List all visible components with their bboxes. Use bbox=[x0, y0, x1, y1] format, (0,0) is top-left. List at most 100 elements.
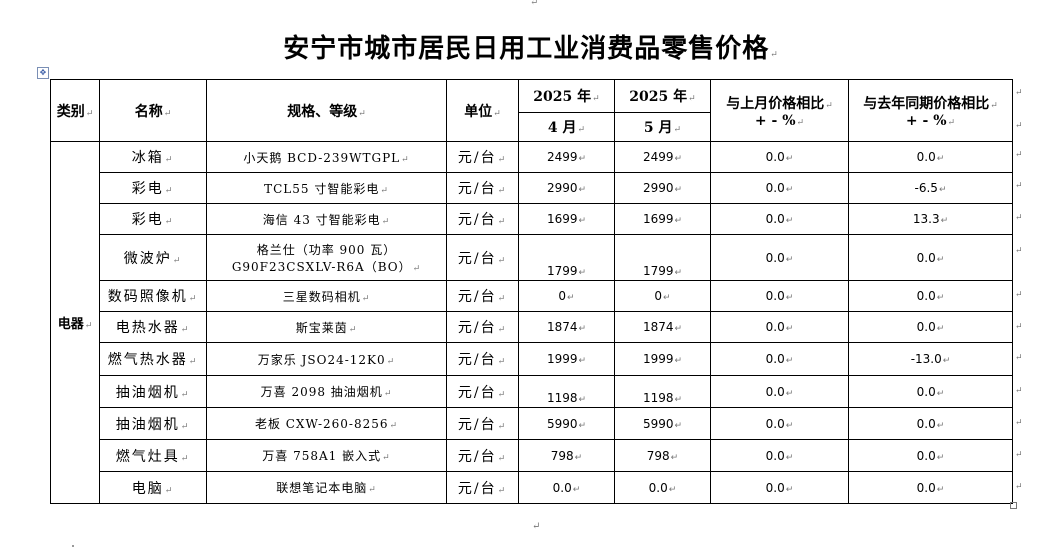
change-yoy: 0.0↵ bbox=[848, 407, 1013, 440]
unit-cell: 元/台↵ bbox=[446, 203, 519, 235]
change-mom: 0.0↵ bbox=[710, 439, 849, 472]
table-row: 电热水器↵ 斯宝莱茵↵ 元/台↵ 1874↵ 1874↵ 0.0↵ 0.0↵ bbox=[51, 311, 1013, 343]
product-name: 冰箱↵ bbox=[99, 141, 207, 173]
price-may: 5990↵ bbox=[614, 407, 711, 440]
product-spec: 小天鹅 BCD-239WTGPL↵ bbox=[206, 141, 447, 173]
row-end-mark: ↵ bbox=[1015, 121, 1023, 131]
header-month-2: 5 月↵ bbox=[614, 112, 711, 142]
table-row: 彩电↵ 海信 43 寸智能彩电↵ 元/台↵ 1699↵ 1699↵ 0.0↵ 13.3↵ bbox=[51, 203, 1013, 235]
cursor-dot bbox=[72, 545, 74, 547]
table-resize-handle[interactable] bbox=[1010, 502, 1017, 509]
price-april: 2990↵ bbox=[518, 172, 615, 204]
change-mom: 0.0↵ bbox=[710, 407, 849, 440]
change-mom: 0.0↵ bbox=[710, 375, 849, 408]
product-name: 抽油烟机↵ bbox=[99, 407, 207, 440]
change-yoy: 0.0↵ bbox=[848, 234, 1013, 281]
paragraph-mark: ↵ bbox=[532, 521, 541, 532]
header-category: 类别↵ bbox=[50, 79, 100, 142]
price-may: 1699↵ bbox=[614, 203, 711, 235]
table-row: 燃气灶具↵ 万喜 758A1 嵌入式↵ 元/台↵ 798↵ 798↵ 0.0↵ 0.0↵ bbox=[51, 439, 1013, 472]
row-end-mark: ↵ bbox=[1015, 418, 1023, 428]
change-yoy: 0.0↵ bbox=[848, 471, 1013, 504]
header-spec: 规格、等级↵ bbox=[206, 79, 447, 142]
product-name: 微波炉↵ bbox=[99, 234, 207, 281]
change-mom: 0.0↵ bbox=[710, 234, 849, 281]
price-april: 1699↵ bbox=[518, 203, 615, 235]
price-may: 0↵ bbox=[614, 280, 711, 312]
header-month-1: 4 月↵ bbox=[518, 112, 615, 142]
table-row: 电器↵ 冰箱↵ 小天鹅 BCD-239WTGPL↵ 元/台↵ 2499↵ 2499↵ 0.0… bbox=[50, 141, 1013, 504]
change-mom: 0.0↵ bbox=[710, 172, 849, 204]
table-row: 抽油烟机↵ 万喜 2098 抽油烟机↵ 元/台↵ 1198↵ 1198↵ 0.0↵ 0.0↵ bbox=[51, 375, 1013, 408]
table-row: 微波炉↵ 格兰仕（功率 900 瓦） G90F23CSXLV-R6A（BO）↵ 元/台… bbox=[51, 234, 1013, 281]
change-yoy: -6.5↵ bbox=[848, 172, 1013, 204]
table-header-row: 类别↵ 名称↵ 规格、等级↵ 单位↵ 2025 年↵ 2025 年↵ 与上月价格… bbox=[50, 79, 1013, 142]
row-end-mark: ↵ bbox=[1015, 322, 1023, 332]
row-end-mark: ↵ bbox=[1015, 450, 1023, 460]
price-may: 1799↵ bbox=[614, 234, 711, 281]
product-spec: 万喜 2098 抽油烟机↵ bbox=[206, 375, 447, 408]
unit-cell: 元/台↵ bbox=[446, 234, 519, 281]
change-yoy: 13.3↵ bbox=[848, 203, 1013, 235]
header-year-2: 2025 年↵ bbox=[614, 79, 711, 113]
product-name: 彩电↵ bbox=[99, 203, 207, 235]
table-move-handle-icon[interactable]: ✥ bbox=[37, 67, 49, 79]
unit-cell: 元/台↵ bbox=[446, 407, 519, 440]
product-spec: 海信 43 寸智能彩电↵ bbox=[206, 203, 447, 235]
product-spec: TCL55 寸智能彩电↵ bbox=[206, 172, 447, 204]
price-may: 2499↵ bbox=[614, 141, 711, 173]
product-spec: 格兰仕（功率 900 瓦） G90F23CSXLV-R6A（BO）↵ bbox=[206, 234, 447, 281]
product-name: 燃气热水器↵ bbox=[99, 342, 207, 376]
table-row: 彩电↵ TCL55 寸智能彩电↵ 元/台↵ 2990↵ 2990↵ 0.0↵ -6.5↵ bbox=[51, 172, 1013, 204]
product-spec: 三星数码相机↵ bbox=[206, 280, 447, 312]
price-april: 1198↵ bbox=[518, 375, 615, 408]
category-cell: 电器↵ bbox=[50, 141, 100, 504]
change-mom: 0.0↵ bbox=[710, 471, 849, 504]
unit-cell: 元/台↵ bbox=[446, 439, 519, 472]
product-spec: 万家乐 JSO24-12K0↵ bbox=[206, 342, 447, 376]
change-yoy: 0.0↵ bbox=[848, 141, 1013, 173]
change-mom: 0.0↵ bbox=[710, 141, 849, 173]
change-mom: 0.0↵ bbox=[710, 203, 849, 235]
header-mom: 与上月价格相比↵ + - %↵ bbox=[710, 79, 849, 142]
unit-cell: 元/台↵ bbox=[446, 342, 519, 376]
change-yoy: 0.0↵ bbox=[848, 375, 1013, 408]
product-name: 电热水器↵ bbox=[99, 311, 207, 343]
product-name: 燃气灶具↵ bbox=[99, 439, 207, 472]
unit-cell: 元/台↵ bbox=[446, 172, 519, 204]
product-spec: 斯宝莱茵↵ bbox=[206, 311, 447, 343]
unit-cell: 元/台↵ bbox=[446, 280, 519, 312]
price-may: 1999↵ bbox=[614, 342, 711, 376]
row-end-mark: ↵ bbox=[1015, 482, 1023, 492]
product-name: 电脑↵ bbox=[99, 471, 207, 504]
product-spec: 万喜 758A1 嵌入式↵ bbox=[206, 439, 447, 472]
change-yoy: 0.0↵ bbox=[848, 311, 1013, 343]
header-unit: 单位↵ bbox=[446, 79, 519, 142]
header-yoy: 与去年同期价格相比↵ + - %↵ bbox=[848, 79, 1013, 142]
price-may: 2990↵ bbox=[614, 172, 711, 204]
change-yoy: 0.0↵ bbox=[848, 439, 1013, 472]
unit-cell: 元/台↵ bbox=[446, 471, 519, 504]
row-end-mark: ↵ bbox=[1015, 386, 1023, 396]
header-year-1: 2025 年↵ bbox=[518, 79, 615, 113]
change-mom: 0.0↵ bbox=[710, 342, 849, 376]
price-april: 5990↵ bbox=[518, 407, 615, 440]
price-april: 1999↵ bbox=[518, 342, 615, 376]
price-table: 类别↵ 名称↵ 规格、等级↵ 单位↵ 2025 年↵ 2025 年↵ 与上月价格… bbox=[50, 79, 1013, 504]
header-name: 名称↵ bbox=[99, 79, 207, 142]
price-april: 2499↵ bbox=[518, 141, 615, 173]
price-april: 1799↵ bbox=[518, 234, 615, 281]
product-spec: 联想笔记本电脑↵ bbox=[206, 471, 447, 504]
change-yoy: 0.0↵ bbox=[848, 280, 1013, 312]
unit-cell: 元/台↵ bbox=[446, 375, 519, 408]
price-may: 1874↵ bbox=[614, 311, 711, 343]
change-mom: 0.0↵ bbox=[710, 311, 849, 343]
unit-cell: 元/台↵ bbox=[446, 141, 519, 173]
table-header-row: 4 月↵ 5 月↵ bbox=[51, 112, 1013, 142]
price-may: 0.0↵ bbox=[614, 471, 711, 504]
table-row: 燃气热水器↵ 万家乐 JSO24-12K0↵ 元/台↵ 1999↵ 1999↵ 0.0↵ -… bbox=[51, 342, 1013, 376]
price-april: 0↵ bbox=[518, 280, 615, 312]
row-end-mark: ↵ bbox=[1015, 181, 1023, 191]
row-end-mark: ↵ bbox=[1015, 246, 1023, 256]
table-row: 电脑↵ 联想笔记本电脑↵ 元/台↵ 0.0↵ 0.0↵ 0.0↵ 0.0↵ bbox=[51, 471, 1013, 504]
